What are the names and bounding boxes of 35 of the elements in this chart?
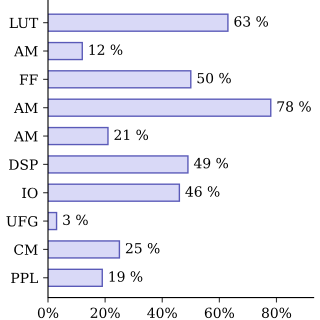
y-tick-label: AM [14, 46, 38, 56]
data-label: 63 % [234, 16, 268, 27]
y-tick-label: CM [14, 244, 38, 255]
y-tick-label: FF [20, 74, 38, 85]
y-tick-label: DSP [9, 159, 38, 170]
bar [48, 155, 189, 174]
x-tick-label: 80% [262, 308, 292, 318]
x-tick-label: 40% [147, 308, 177, 318]
y-tick-label: PPL [11, 272, 38, 284]
x-tick-label: 0% [38, 308, 58, 318]
x-tick-label: 60% [204, 308, 234, 318]
data-label: 49 % [194, 158, 228, 168]
bar [48, 212, 58, 230]
bar [48, 42, 83, 60]
data-label: 25 % [126, 242, 160, 254]
y-tick-label: UFG [6, 216, 38, 227]
y-tick-label: LUT [10, 18, 38, 28]
data-label: 46 % [185, 186, 220, 197]
bar [48, 70, 192, 89]
bar [48, 184, 180, 202]
data-label: 78 % [277, 101, 311, 112]
x-tick-label: 20% [90, 308, 120, 318]
bar [48, 268, 103, 287]
data-label: 50 % [198, 72, 231, 84]
y-tick-label: AM [14, 102, 38, 113]
bar [48, 126, 109, 146]
bar [48, 240, 120, 259]
data-label: 3 % [63, 214, 88, 226]
data-label: 12 % [90, 44, 122, 56]
bar [48, 13, 229, 32]
bar [48, 98, 272, 117]
data-label: 19 % [110, 271, 142, 282]
y-tick-label: IO [22, 188, 38, 198]
data-label: 21 % [114, 130, 148, 140]
y-tick-label: AM [14, 131, 38, 142]
